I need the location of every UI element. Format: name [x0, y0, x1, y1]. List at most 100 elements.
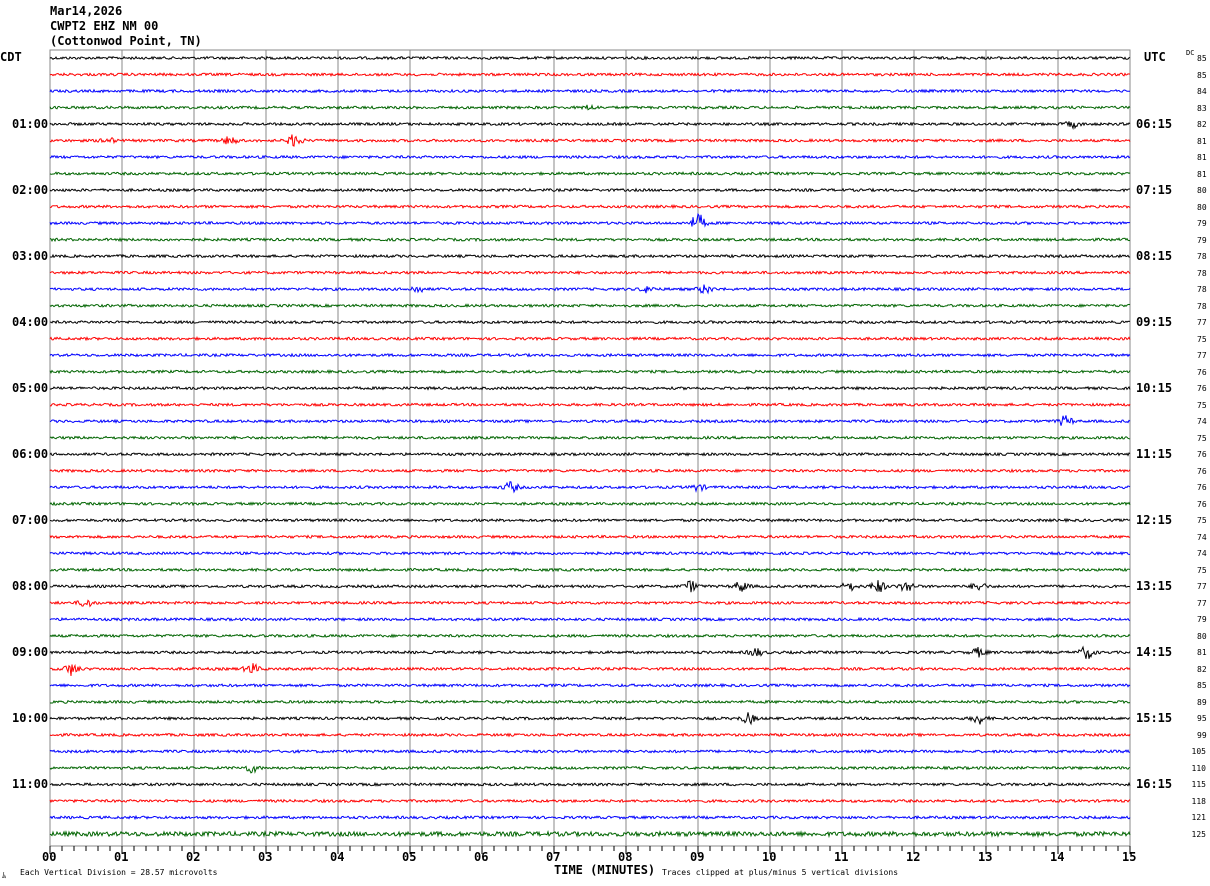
dc-value: 82	[1197, 120, 1207, 130]
left-hour-label: 06:00	[12, 447, 49, 462]
right-hour-label: 15:15	[1136, 711, 1173, 726]
left-hour-label: 11:00	[12, 777, 49, 792]
x-tick-label: 04	[330, 850, 345, 864]
seismic-trace	[49, 633, 1131, 639]
x-tick-label: 11	[834, 850, 849, 864]
x-tick-label: 05	[402, 850, 417, 864]
seismic-trace	[49, 435, 1131, 441]
dc-value: 76	[1197, 466, 1207, 476]
dc-value: 75	[1197, 400, 1207, 410]
seismic-trace	[49, 319, 1131, 325]
dc-value: 78	[1197, 268, 1207, 278]
right-hour-label: 14:15	[1136, 645, 1173, 660]
seismic-trace	[49, 468, 1131, 474]
seismic-trace	[49, 645, 1131, 659]
dc-value: 76	[1197, 483, 1207, 493]
dc-value: 110	[1191, 763, 1206, 773]
dc-label: DC	[1186, 49, 1195, 57]
dc-value: 99	[1197, 730, 1207, 740]
seismic-trace	[49, 170, 1131, 177]
dc-value: 77	[1197, 582, 1207, 592]
dc-value: 76	[1197, 499, 1207, 509]
dc-value: 79	[1197, 235, 1207, 245]
dc-value: 75	[1197, 433, 1207, 443]
left-hour-label: 07:00	[12, 513, 49, 528]
corner-mark: ﾑ	[2, 871, 6, 880]
clip-note: Traces clipped at plus/minus 5 vertical …	[662, 868, 899, 877]
dc-value: 76	[1197, 384, 1207, 394]
seismic-trace	[49, 748, 1130, 754]
seismic-trace	[49, 88, 1131, 94]
seismic-trace	[49, 830, 1131, 839]
dc-value: 77	[1197, 318, 1207, 328]
x-tick-label: 13	[978, 850, 993, 864]
seismic-trace	[49, 765, 1131, 774]
seismic-trace	[49, 798, 1131, 804]
seismic-trace	[49, 369, 1131, 375]
x-tick-label: 10	[762, 850, 777, 864]
seismic-trace	[49, 303, 1131, 309]
seismic-trace	[49, 402, 1131, 408]
right-timezone-label: UTC	[1144, 50, 1166, 64]
dc-value: 79	[1197, 219, 1207, 229]
right-hour-label: 09:15	[1136, 315, 1173, 330]
right-hour-label: 07:15	[1136, 183, 1173, 198]
seismic-trace	[49, 187, 1130, 193]
dc-value: 76	[1197, 450, 1207, 460]
x-tick-label: 07	[546, 850, 561, 864]
x-tick-label: 15	[1122, 850, 1137, 864]
dc-value: 75	[1197, 565, 1207, 575]
x-tick-label: 03	[258, 850, 273, 864]
dc-value: 118	[1191, 796, 1206, 806]
seismic-trace	[49, 699, 1131, 705]
location-label: (Cottonwod Point, TN)	[50, 34, 202, 48]
x-tick-label: 00	[42, 850, 57, 864]
seismic-trace	[49, 451, 1131, 457]
dc-value: 74	[1197, 417, 1207, 427]
plot-frame	[49, 49, 1131, 847]
x-tick-label: 09	[690, 850, 705, 864]
seismic-trace	[49, 212, 1131, 228]
dc-value: 84	[1197, 87, 1207, 97]
x-tick-label: 06	[474, 850, 489, 864]
seismic-trace	[49, 71, 1131, 77]
dc-value: 85	[1197, 70, 1207, 80]
left-hour-label: 05:00	[12, 381, 49, 396]
seismic-trace	[49, 481, 1131, 494]
seismic-trace	[49, 682, 1131, 689]
left-hour-label: 03:00	[12, 249, 49, 264]
x-tick-label: 14	[1050, 850, 1065, 864]
seismic-trace	[49, 121, 1131, 130]
seismic-trace	[49, 599, 1131, 608]
right-hour-label: 08:15	[1136, 249, 1173, 264]
right-hour-label: 16:15	[1136, 777, 1173, 792]
left-hour-label: 01:00	[12, 117, 49, 132]
right-hour-label: 10:15	[1136, 381, 1173, 396]
dc-value: 105	[1191, 747, 1206, 757]
seismic-trace	[49, 415, 1131, 426]
scale-note: Each Vertical Division = 28.57 microvolt…	[20, 868, 218, 877]
dc-value: 81	[1197, 153, 1207, 163]
seismic-trace	[50, 253, 1131, 259]
seismic-trace	[49, 352, 1131, 358]
x-tick-label: 08	[618, 850, 633, 864]
x-tick-label: 02	[186, 850, 201, 864]
dc-value: 125	[1191, 829, 1206, 839]
dc-value: 77	[1197, 351, 1207, 361]
dc-value: 121	[1191, 813, 1206, 823]
dc-value: 89	[1197, 697, 1207, 707]
seismic-trace	[49, 663, 1131, 677]
seismic-trace	[49, 567, 1131, 573]
seismic-trace	[49, 55, 1131, 61]
seismic-trace	[49, 814, 1131, 821]
seismic-trace	[49, 270, 1131, 276]
left-hour-label: 02:00	[12, 183, 49, 198]
dc-value: 74	[1197, 532, 1207, 542]
left-hour-label: 08:00	[12, 579, 49, 594]
dc-value: 78	[1197, 301, 1207, 311]
seismic-trace	[49, 534, 1131, 540]
right-hour-label: 06:15	[1136, 117, 1173, 132]
dc-value: 78	[1197, 252, 1207, 262]
dc-value: 85	[1197, 681, 1207, 691]
